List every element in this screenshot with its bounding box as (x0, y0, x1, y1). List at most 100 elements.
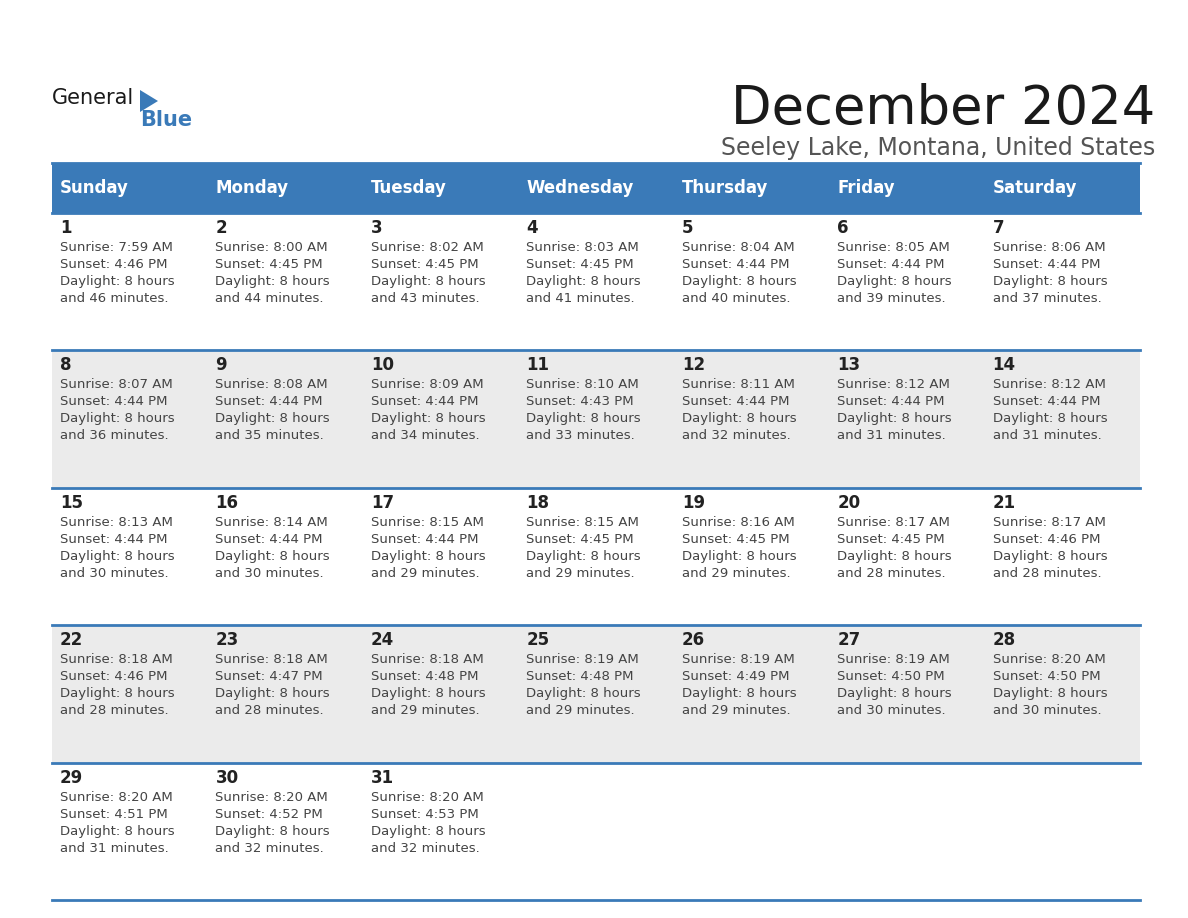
Text: and 31 minutes.: and 31 minutes. (992, 430, 1101, 442)
Text: 2: 2 (215, 219, 227, 237)
Text: 20: 20 (838, 494, 860, 512)
Text: Sunset: 4:46 PM: Sunset: 4:46 PM (992, 532, 1100, 546)
Text: 31: 31 (371, 768, 394, 787)
Text: Sunrise: 8:17 AM: Sunrise: 8:17 AM (992, 516, 1106, 529)
Text: Daylight: 8 hours: Daylight: 8 hours (61, 412, 175, 425)
Text: 15: 15 (61, 494, 83, 512)
Bar (674, 213, 829, 351)
Text: Sunrise: 8:11 AM: Sunrise: 8:11 AM (682, 378, 795, 391)
Text: Sunrise: 8:18 AM: Sunrise: 8:18 AM (215, 654, 328, 666)
Text: and 29 minutes.: and 29 minutes. (682, 704, 790, 717)
Bar (518, 625, 674, 763)
Bar (674, 487, 829, 625)
Text: Sunrise: 8:17 AM: Sunrise: 8:17 AM (838, 516, 950, 529)
Text: Daylight: 8 hours: Daylight: 8 hours (61, 824, 175, 837)
Text: Sunset: 4:45 PM: Sunset: 4:45 PM (682, 532, 789, 546)
Text: Sunset: 4:51 PM: Sunset: 4:51 PM (61, 808, 168, 821)
Bar (985, 625, 1140, 763)
Text: and 29 minutes.: and 29 minutes. (682, 566, 790, 580)
Text: Sunset: 4:43 PM: Sunset: 4:43 PM (526, 396, 634, 409)
Text: Sunset: 4:44 PM: Sunset: 4:44 PM (371, 396, 479, 409)
Text: Seeley Lake, Montana, United States: Seeley Lake, Montana, United States (721, 136, 1155, 160)
Text: Sunset: 4:45 PM: Sunset: 4:45 PM (526, 258, 634, 271)
Text: Daylight: 8 hours: Daylight: 8 hours (682, 688, 796, 700)
Text: Sunrise: 8:18 AM: Sunrise: 8:18 AM (371, 654, 484, 666)
Text: 9: 9 (215, 356, 227, 375)
Text: 11: 11 (526, 356, 549, 375)
Text: Daylight: 8 hours: Daylight: 8 hours (215, 550, 330, 563)
Text: Daylight: 8 hours: Daylight: 8 hours (526, 688, 640, 700)
Text: Daylight: 8 hours: Daylight: 8 hours (61, 688, 175, 700)
Bar (362, 763, 518, 900)
Text: 21: 21 (992, 494, 1016, 512)
Text: Sunrise: 8:18 AM: Sunrise: 8:18 AM (61, 654, 172, 666)
Text: Daylight: 8 hours: Daylight: 8 hours (526, 412, 640, 425)
Text: and 35 minutes.: and 35 minutes. (215, 430, 324, 442)
Text: and 29 minutes.: and 29 minutes. (371, 566, 480, 580)
Text: Sunrise: 8:15 AM: Sunrise: 8:15 AM (371, 516, 484, 529)
Text: Daylight: 8 hours: Daylight: 8 hours (371, 412, 486, 425)
Text: and 34 minutes.: and 34 minutes. (371, 430, 480, 442)
Text: Daylight: 8 hours: Daylight: 8 hours (371, 824, 486, 837)
Text: Sunrise: 8:00 AM: Sunrise: 8:00 AM (215, 241, 328, 254)
Text: and 46 minutes.: and 46 minutes. (61, 292, 169, 305)
Text: Sunset: 4:49 PM: Sunset: 4:49 PM (682, 670, 789, 683)
Text: and 33 minutes.: and 33 minutes. (526, 430, 636, 442)
Bar (985, 213, 1140, 351)
Text: and 32 minutes.: and 32 minutes. (371, 842, 480, 855)
Text: 12: 12 (682, 356, 704, 375)
Text: Daylight: 8 hours: Daylight: 8 hours (371, 688, 486, 700)
Text: Daylight: 8 hours: Daylight: 8 hours (682, 275, 796, 288)
Text: Sunset: 4:52 PM: Sunset: 4:52 PM (215, 808, 323, 821)
Bar (362, 487, 518, 625)
Text: Sunset: 4:45 PM: Sunset: 4:45 PM (526, 532, 634, 546)
Text: Sunrise: 8:03 AM: Sunrise: 8:03 AM (526, 241, 639, 254)
Text: Sunset: 4:44 PM: Sunset: 4:44 PM (992, 396, 1100, 409)
Text: 7: 7 (992, 219, 1004, 237)
Text: Daylight: 8 hours: Daylight: 8 hours (838, 275, 952, 288)
Text: and 28 minutes.: and 28 minutes. (838, 566, 946, 580)
Text: and 37 minutes.: and 37 minutes. (992, 292, 1101, 305)
Bar (829, 625, 985, 763)
Text: 1: 1 (61, 219, 71, 237)
Text: Sunset: 4:48 PM: Sunset: 4:48 PM (371, 670, 479, 683)
Text: Daylight: 8 hours: Daylight: 8 hours (215, 688, 330, 700)
Text: Sunset: 4:44 PM: Sunset: 4:44 PM (215, 396, 323, 409)
Bar (52, 763, 208, 900)
Text: Daylight: 8 hours: Daylight: 8 hours (526, 275, 640, 288)
Text: Sunrise: 8:02 AM: Sunrise: 8:02 AM (371, 241, 484, 254)
Text: Sunrise: 8:20 AM: Sunrise: 8:20 AM (371, 790, 484, 803)
Text: and 29 minutes.: and 29 minutes. (371, 704, 480, 717)
Bar (985, 763, 1140, 900)
Text: Friday: Friday (838, 179, 895, 197)
Bar (829, 487, 985, 625)
Text: 24: 24 (371, 632, 394, 649)
Bar (674, 351, 829, 487)
Bar (208, 487, 362, 625)
Text: Daylight: 8 hours: Daylight: 8 hours (682, 550, 796, 563)
Bar (208, 763, 362, 900)
Text: December 2024: December 2024 (731, 83, 1155, 135)
Text: Daylight: 8 hours: Daylight: 8 hours (992, 275, 1107, 288)
Bar (208, 351, 362, 487)
Text: and 30 minutes.: and 30 minutes. (215, 566, 324, 580)
Text: Sunset: 4:53 PM: Sunset: 4:53 PM (371, 808, 479, 821)
Text: Sunset: 4:45 PM: Sunset: 4:45 PM (838, 532, 944, 546)
Text: and 30 minutes.: and 30 minutes. (61, 566, 169, 580)
Bar (52, 351, 208, 487)
Text: Sunset: 4:44 PM: Sunset: 4:44 PM (838, 396, 944, 409)
Text: Sunset: 4:50 PM: Sunset: 4:50 PM (838, 670, 944, 683)
Text: Sunrise: 8:19 AM: Sunrise: 8:19 AM (838, 654, 950, 666)
Text: Sunset: 4:44 PM: Sunset: 4:44 PM (61, 396, 168, 409)
Text: 28: 28 (992, 632, 1016, 649)
Text: Sunset: 4:50 PM: Sunset: 4:50 PM (992, 670, 1100, 683)
Text: 17: 17 (371, 494, 394, 512)
Text: Sunrise: 8:12 AM: Sunrise: 8:12 AM (838, 378, 950, 391)
Text: 30: 30 (215, 768, 239, 787)
Text: Sunrise: 8:20 AM: Sunrise: 8:20 AM (61, 790, 172, 803)
Text: Sunset: 4:44 PM: Sunset: 4:44 PM (215, 532, 323, 546)
Text: 23: 23 (215, 632, 239, 649)
Text: Sunset: 4:46 PM: Sunset: 4:46 PM (61, 258, 168, 271)
Text: and 29 minutes.: and 29 minutes. (526, 566, 634, 580)
Text: Sunrise: 8:13 AM: Sunrise: 8:13 AM (61, 516, 173, 529)
